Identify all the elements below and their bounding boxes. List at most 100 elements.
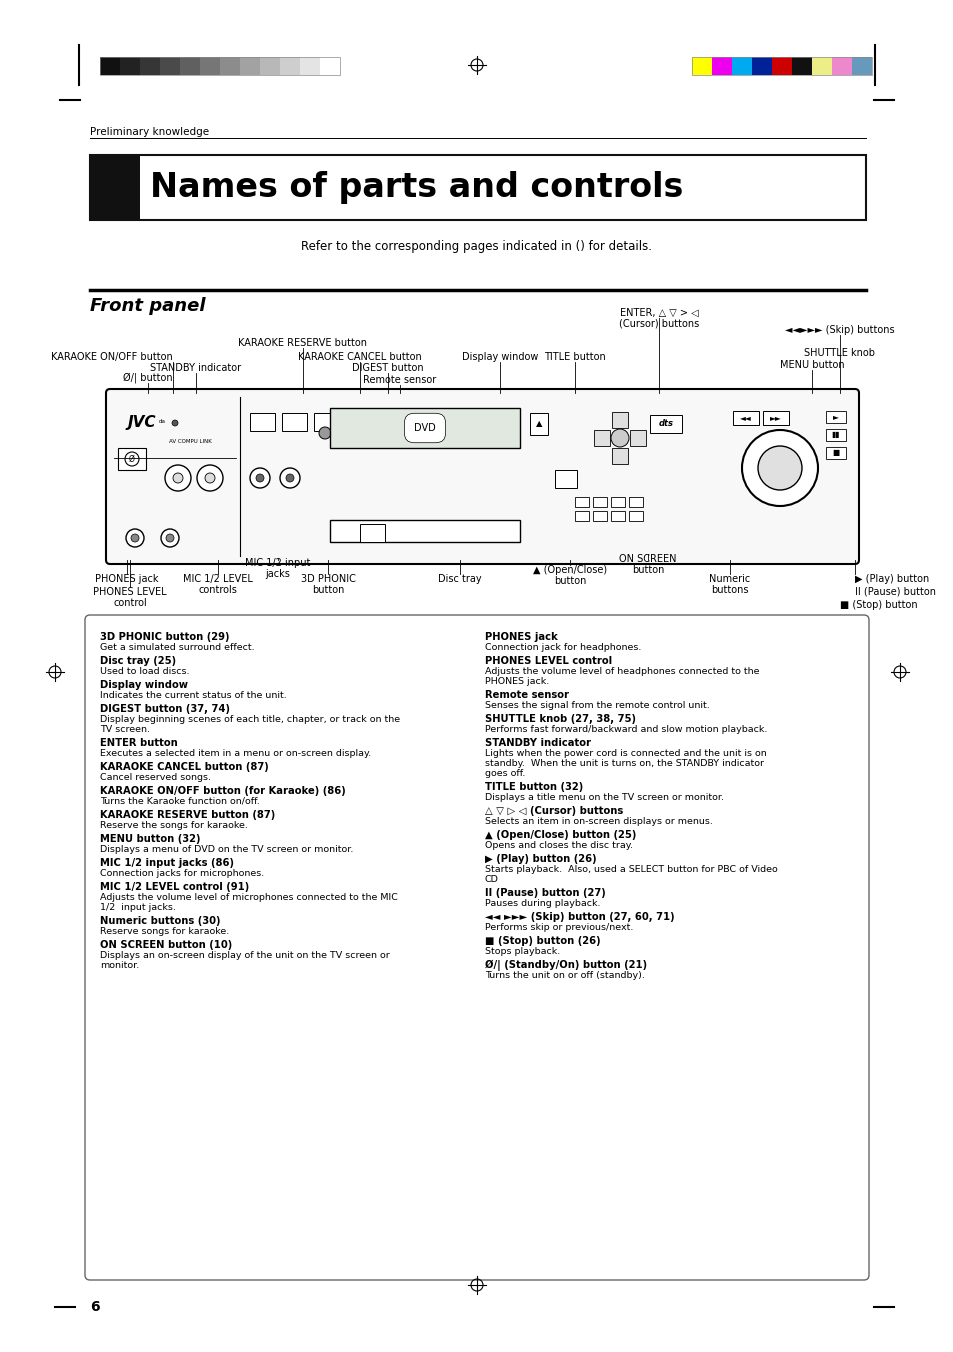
Circle shape: [286, 475, 294, 483]
Text: ►: ►: [832, 412, 838, 422]
Bar: [628, 498, 642, 507]
Bar: [610, 511, 624, 521]
Text: KARAOKE CANCEL button (87): KARAOKE CANCEL button (87): [100, 763, 269, 772]
Text: control: control: [113, 598, 147, 608]
Text: DIGEST button: DIGEST button: [352, 362, 423, 373]
Circle shape: [161, 529, 179, 548]
Text: KARAOKE CANCEL button: KARAOKE CANCEL button: [297, 352, 421, 362]
Text: PHONES LEVEL control: PHONES LEVEL control: [484, 656, 612, 667]
Circle shape: [610, 429, 628, 448]
Bar: [120, 57, 140, 74]
Text: controls: controls: [198, 585, 237, 595]
Text: Opens and closes the disc tray.: Opens and closes the disc tray.: [484, 841, 633, 850]
Bar: [771, 57, 791, 74]
Bar: [319, 57, 339, 74]
Bar: [250, 412, 274, 431]
Text: MENU button (32): MENU button (32): [100, 834, 200, 844]
FancyBboxPatch shape: [85, 615, 868, 1280]
Text: Senses the signal from the remote control unit.: Senses the signal from the remote contro…: [484, 700, 709, 710]
Text: button: button: [312, 585, 344, 595]
Text: Displays a title menu on the TV screen or monitor.: Displays a title menu on the TV screen o…: [484, 794, 723, 802]
Bar: [180, 57, 200, 74]
Bar: [593, 498, 606, 507]
Bar: [330, 408, 519, 448]
Bar: [811, 57, 831, 74]
Text: ▶ (Play) button: ▶ (Play) button: [854, 575, 928, 584]
Bar: [593, 511, 606, 521]
Circle shape: [741, 430, 817, 506]
Text: PHONES LEVEL: PHONES LEVEL: [93, 587, 167, 598]
Circle shape: [250, 468, 270, 488]
Text: ■ (Stop) button (26): ■ (Stop) button (26): [484, 936, 600, 946]
Bar: [791, 57, 811, 74]
Text: 3D PHONIC button (29): 3D PHONIC button (29): [100, 631, 230, 642]
Circle shape: [126, 529, 144, 548]
Text: button: button: [554, 576, 585, 585]
Bar: [825, 411, 845, 423]
Bar: [100, 57, 339, 74]
Text: 6: 6: [90, 1301, 99, 1314]
Text: Connection jacks for microphones.: Connection jacks for microphones.: [100, 869, 264, 877]
Text: dts: dts: [658, 419, 673, 429]
Text: (Cursor) buttons: (Cursor) buttons: [618, 318, 699, 329]
Text: TV screen.: TV screen.: [100, 725, 150, 734]
Text: Get a simulated surround effect.: Get a simulated surround effect.: [100, 644, 254, 652]
Text: ◄◄: ◄◄: [740, 414, 751, 422]
Circle shape: [280, 468, 299, 488]
Text: ENTER, △ ▽ > ◁: ENTER, △ ▽ > ◁: [619, 308, 698, 318]
Bar: [711, 57, 731, 74]
Bar: [575, 511, 588, 521]
Bar: [751, 57, 771, 74]
Text: ON SCREEN button (10): ON SCREEN button (10): [100, 940, 232, 950]
Text: ENTER button: ENTER button: [100, 738, 177, 748]
Text: SHUTTLE knob (27, 38, 75): SHUTTLE knob (27, 38, 75): [484, 714, 636, 725]
Text: MIC 1/2 input jacks (86): MIC 1/2 input jacks (86): [100, 859, 233, 868]
Text: Performs skip or previous/next.: Performs skip or previous/next.: [484, 923, 633, 932]
Bar: [240, 57, 260, 74]
Circle shape: [318, 427, 331, 439]
Text: Ø/| (Standby/On) button (21): Ø/| (Standby/On) button (21): [484, 960, 646, 971]
Text: Adjusts the volume level of microphones connected to the MIC: Adjusts the volume level of microphones …: [100, 894, 397, 902]
Bar: [649, 415, 681, 433]
Bar: [594, 430, 609, 446]
Bar: [612, 412, 627, 429]
Bar: [831, 57, 851, 74]
Text: da: da: [158, 419, 165, 425]
Text: Display beginning scenes of each title, chapter, or track on the: Display beginning scenes of each title, …: [100, 715, 399, 725]
Text: Adjusts the volume level of headphones connected to the: Adjusts the volume level of headphones c…: [484, 667, 759, 676]
Text: MIC 1/2 LEVEL control (91): MIC 1/2 LEVEL control (91): [100, 882, 249, 892]
Text: ◄◄►►► (Skip) buttons: ◄◄►►► (Skip) buttons: [784, 324, 894, 335]
Bar: [732, 411, 759, 425]
Circle shape: [205, 473, 214, 483]
Text: II (Pause) button (27): II (Pause) button (27): [484, 888, 605, 898]
Text: ▲ (Open/Close) button (25): ▲ (Open/Close) button (25): [484, 830, 636, 840]
Text: Reserve songs for karaoke.: Reserve songs for karaoke.: [100, 927, 229, 936]
Text: ▲ (Open/Close): ▲ (Open/Close): [533, 565, 606, 575]
Text: Performs fast forward/backward and slow motion playback.: Performs fast forward/backward and slow …: [484, 725, 766, 734]
Circle shape: [172, 473, 183, 483]
Text: Display window: Display window: [461, 352, 537, 362]
Text: button: button: [631, 565, 663, 575]
Bar: [90, 155, 865, 220]
Text: Selects an item in on-screen displays or menus.: Selects an item in on-screen displays or…: [484, 817, 712, 826]
Text: II (Pause) button: II (Pause) button: [854, 585, 935, 596]
Text: Cancel reserved songs.: Cancel reserved songs.: [100, 773, 211, 781]
Bar: [610, 498, 624, 507]
Circle shape: [196, 465, 223, 491]
Text: Remote sensor: Remote sensor: [363, 375, 436, 385]
Text: KARAOKE ON/OFF button (for Karaoke) (86): KARAOKE ON/OFF button (for Karaoke) (86): [100, 786, 345, 796]
Circle shape: [758, 446, 801, 489]
Bar: [851, 57, 871, 74]
Bar: [612, 448, 627, 464]
Text: Ø: Ø: [129, 454, 134, 464]
Text: Preliminary knowledge: Preliminary knowledge: [90, 127, 209, 137]
Text: Executes a selected item in a menu or on-screen display.: Executes a selected item in a menu or on…: [100, 749, 371, 758]
Bar: [359, 525, 385, 542]
Text: Names of parts and controls: Names of parts and controls: [150, 170, 682, 204]
Text: 1/2  input jacks.: 1/2 input jacks.: [100, 903, 175, 913]
Text: ▮▮: ▮▮: [831, 430, 840, 439]
Bar: [575, 498, 588, 507]
Text: STANDBY indicator: STANDBY indicator: [151, 362, 241, 373]
Circle shape: [255, 475, 264, 483]
Text: Turns the Karaoke function on/off.: Turns the Karaoke function on/off.: [100, 796, 259, 806]
